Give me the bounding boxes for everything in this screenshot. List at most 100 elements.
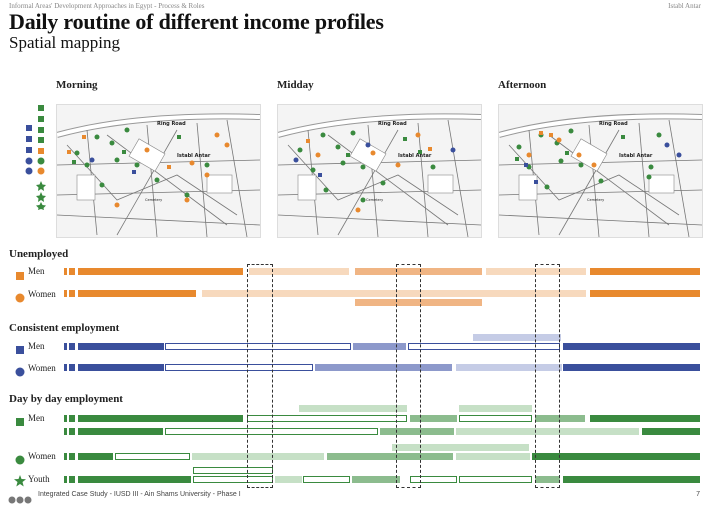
timeline-bar <box>78 476 191 483</box>
timeline-bar <box>78 364 164 371</box>
marker-square-icon <box>15 266 25 280</box>
timeline-bar <box>563 476 700 483</box>
map-morning-road-label: Ring Road <box>157 121 186 127</box>
timeline-bar <box>563 364 700 371</box>
row-label-daybyday-youth: Youth <box>28 474 50 484</box>
timeline-bar <box>69 476 75 483</box>
timeline-bar <box>69 290 75 297</box>
timeline-bar <box>64 290 67 297</box>
timeline-bar <box>64 364 67 371</box>
phase-label-morning: Morning <box>56 79 98 91</box>
map-morning-area-label: Istabl Antar <box>177 153 211 159</box>
section-title-consistent-employment: Consistent employment <box>9 322 120 334</box>
timeline-bar <box>456 364 562 371</box>
time-window-frame <box>535 264 560 488</box>
timeline-bar <box>165 428 378 435</box>
timeline-bar <box>78 290 196 297</box>
map-morning-drawing: Ring Road Istabl Antar Cemetery <box>57 105 260 237</box>
page-subtitle: Spatial mapping <box>9 33 120 52</box>
map-afternoon-small-label: Cemetery <box>587 198 604 202</box>
marker-circle-icon <box>15 362 25 377</box>
timeline-bar <box>64 268 67 275</box>
timeline-bar <box>642 428 700 435</box>
page-title: Daily routine of different income profil… <box>9 9 384 34</box>
map-midday-area-label: Istabl Antar <box>398 153 432 159</box>
timeline-bar <box>165 343 351 350</box>
timeline-bar <box>456 428 639 435</box>
timeline-bar <box>535 476 560 483</box>
timeline-bar <box>563 343 700 350</box>
timeline-bar <box>303 476 350 483</box>
timeline-bar <box>327 453 453 460</box>
timeline-bar <box>78 268 243 275</box>
marker-square-icon <box>15 412 25 426</box>
timeline-bar <box>275 476 302 483</box>
map-legend <box>24 105 54 210</box>
map-midday-road-label: Ring Road <box>378 121 407 127</box>
timeline-bar <box>590 290 700 297</box>
timeline-bar <box>535 415 585 422</box>
timeline-bar <box>69 415 75 422</box>
timeline-bar <box>249 268 349 275</box>
footer-text: Integrated Case Study - IUSD III - Ain S… <box>38 491 241 498</box>
section-title-unemployed: Unemployed <box>9 248 69 260</box>
timeline-bar <box>78 453 113 460</box>
marker-square-icon <box>15 340 25 354</box>
timeline-bar <box>590 415 700 422</box>
timeline-bar <box>486 268 586 275</box>
timeline-bar <box>115 453 190 460</box>
timeline-bar <box>165 364 313 371</box>
timeline-bar <box>590 268 700 275</box>
timeline-bar <box>355 299 482 306</box>
footer-logo-icon <box>8 490 36 504</box>
row-label-unemployed-women: Women <box>28 289 56 299</box>
timeline-bar <box>69 428 75 435</box>
timeline-bar <box>410 476 457 483</box>
timeline-bar <box>459 415 532 422</box>
timeline-bar <box>355 268 482 275</box>
timeline-bar <box>69 453 75 460</box>
map-afternoon-drawing: Ring Road Istabl Antar Cemetery <box>499 105 702 237</box>
marker-circle-icon <box>15 450 25 465</box>
timeline-bar <box>64 453 67 460</box>
page-number: 7 <box>696 491 700 498</box>
legend-markers <box>25 105 46 210</box>
map-afternoon: Ring Road Istabl Antar Cemetery <box>498 104 703 238</box>
timeline-bar <box>353 343 406 350</box>
marker-star-icon <box>14 472 26 487</box>
timeline-bar <box>78 343 164 350</box>
timeline-bar <box>192 453 324 460</box>
row-label-consistent-men: Men <box>28 341 45 351</box>
map-afternoon-area-label: Istabl Antar <box>619 153 653 159</box>
timeline-bar <box>532 453 700 460</box>
header-area-name: Istabl Antar <box>668 2 701 10</box>
timeline-bar <box>64 415 67 422</box>
timeline-bar <box>459 476 532 483</box>
timeline-bar <box>78 428 163 435</box>
marker-circle-icon <box>15 288 25 303</box>
time-window-frame <box>247 264 273 488</box>
timeline-bar <box>392 444 529 451</box>
time-window-frame <box>396 264 421 488</box>
map-morning-small-label: Cemetery <box>145 198 162 202</box>
timeline-bar <box>69 268 75 275</box>
timeline-bar <box>473 334 561 341</box>
timeline-bar <box>459 405 532 412</box>
row-label-daybyday-men: Men <box>28 413 45 423</box>
timeline-bar <box>299 405 407 412</box>
timeline-bar <box>456 453 530 460</box>
map-midday-drawing: Ring Road Istabl Antar Cemetery <box>278 105 481 237</box>
timeline-bar <box>69 343 75 350</box>
phase-label-afternoon: Afternoon <box>498 79 547 91</box>
timeline-bar <box>64 343 67 350</box>
timeline-bar <box>315 364 452 371</box>
row-label-unemployed-men: Men <box>28 266 45 276</box>
map-morning: Ring Road Istabl Antar Cemetery <box>56 104 261 238</box>
map-midday: Ring Road Istabl Antar Cemetery <box>277 104 482 238</box>
timeline-bar <box>69 364 75 371</box>
header-project-name: Informal Areas' Development Approaches i… <box>9 2 205 10</box>
timeline-bar <box>78 415 243 422</box>
timeline-bar <box>380 428 454 435</box>
timeline-bar <box>410 415 457 422</box>
